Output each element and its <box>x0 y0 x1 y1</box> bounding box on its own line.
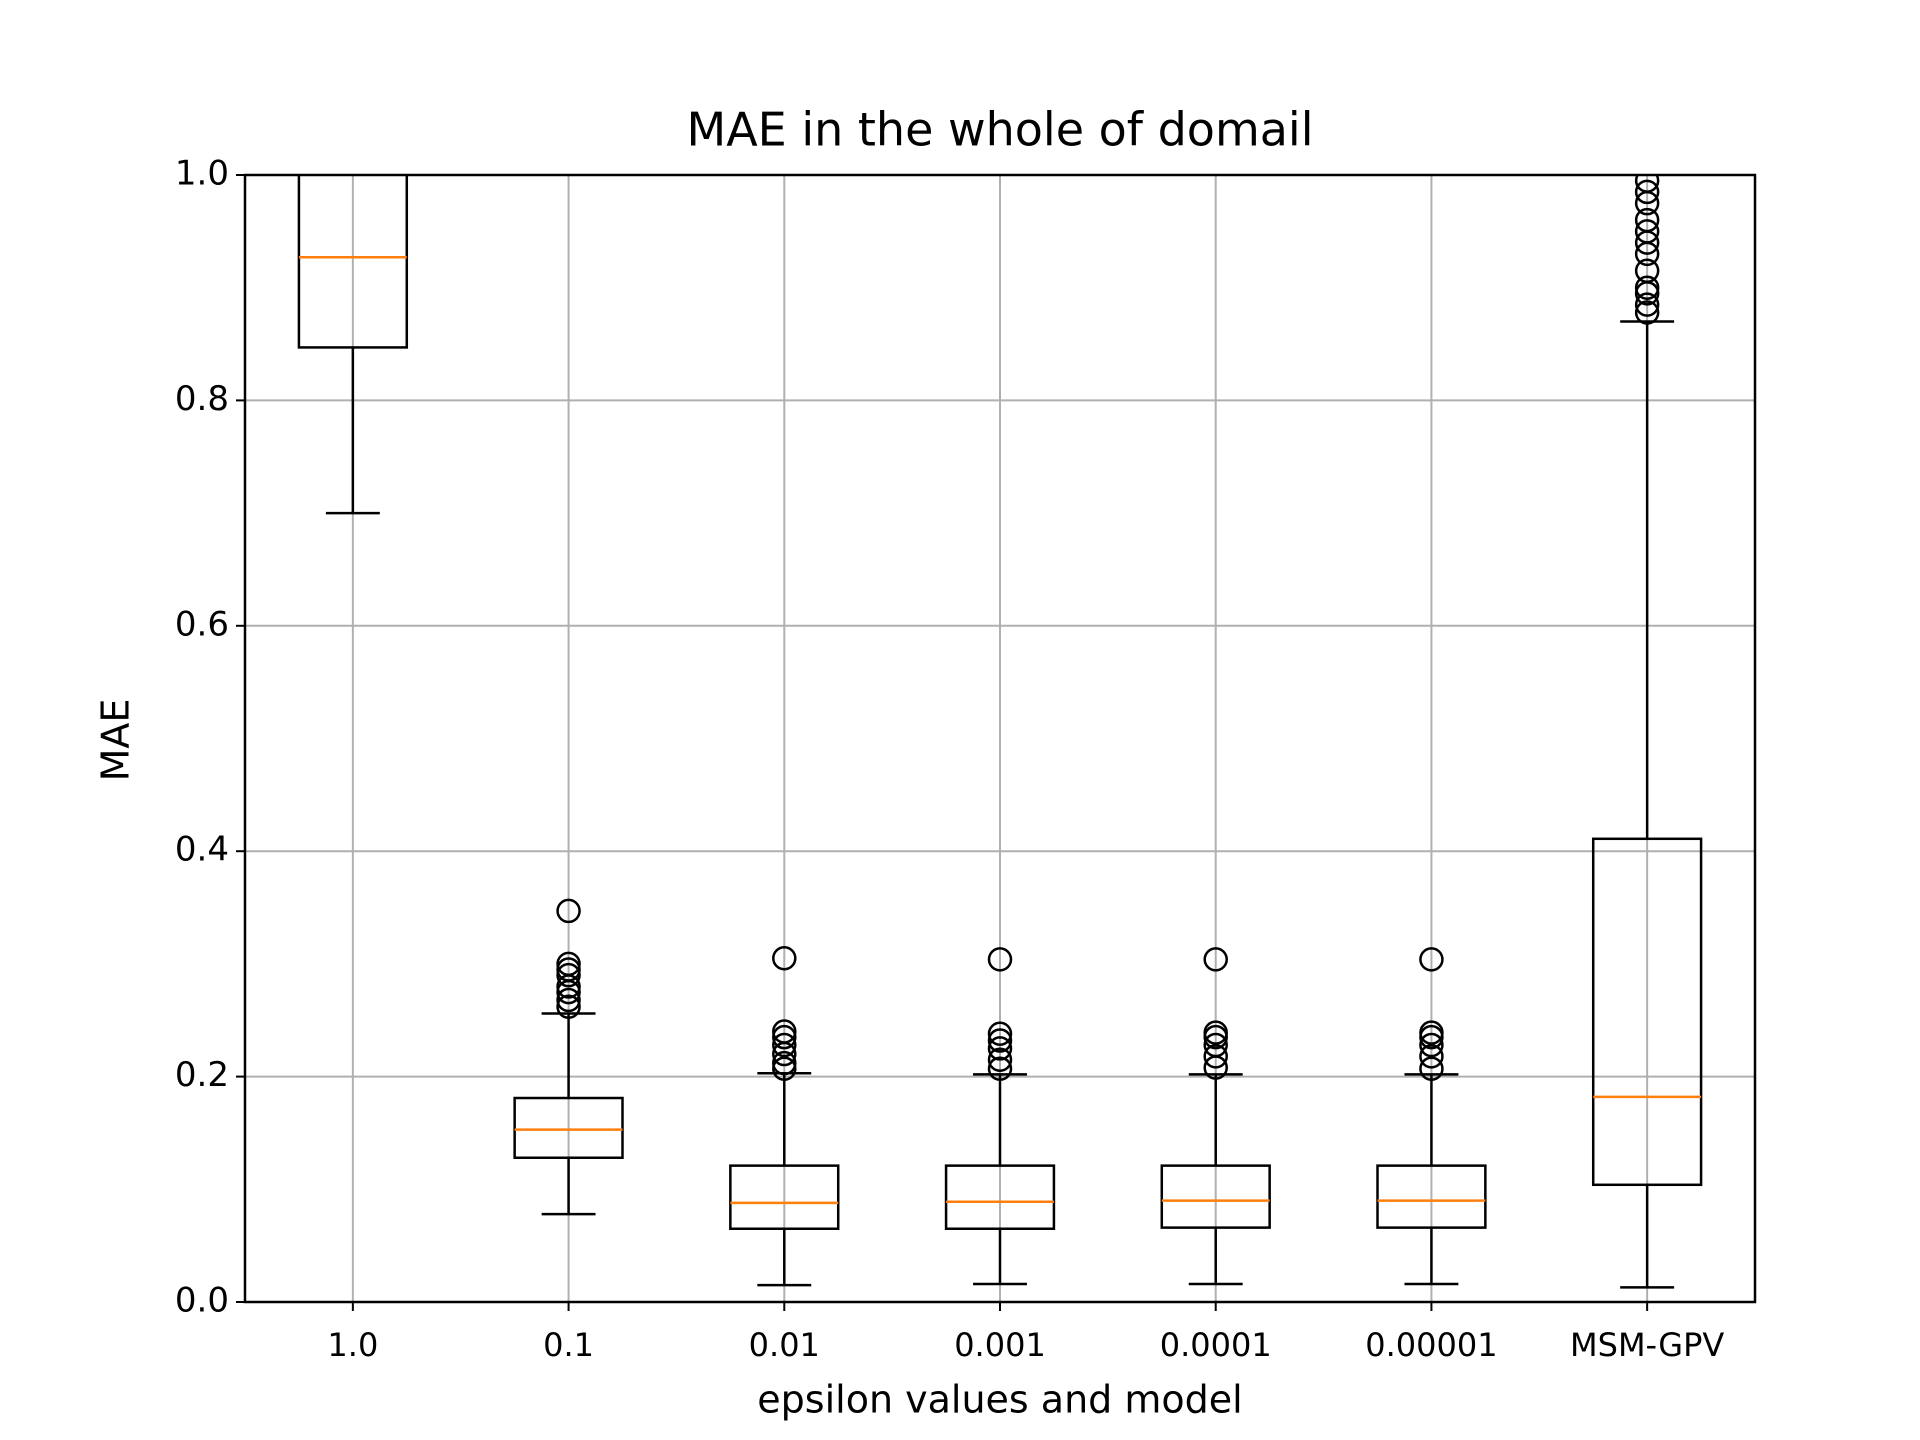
outlier <box>987 1056 1013 1081</box>
outlier <box>987 1021 1013 1047</box>
y-tick-label: 1.0 <box>175 154 229 194</box>
box <box>729 1164 840 1230</box>
outlier <box>1203 1020 1228 1045</box>
outlier <box>772 946 797 971</box>
outlier <box>772 1056 797 1081</box>
x-tick-label: 0.1 <box>543 1326 594 1364</box>
box <box>297 175 409 349</box>
x-tick-label: 0.01 <box>749 1326 820 1364</box>
outlier <box>987 947 1013 972</box>
outlier <box>772 1024 797 1050</box>
outlier <box>1419 1032 1444 1058</box>
outlier <box>1634 207 1660 233</box>
outlier <box>556 951 581 977</box>
outlier <box>987 1036 1013 1061</box>
outlier <box>1634 300 1660 325</box>
outlier <box>987 1047 1013 1072</box>
outlier <box>556 898 581 924</box>
x-axis-label: epsilon values and model <box>757 1378 1242 1422</box>
outlier <box>772 1050 797 1076</box>
x-tick-label: MSM-GPV <box>1570 1326 1724 1364</box>
x-tick-label: 0.0001 <box>1160 1326 1272 1364</box>
outlier <box>1419 1056 1444 1081</box>
plot-area <box>297 175 1703 1289</box>
outlier <box>987 1028 1013 1053</box>
y-tick-label: 0.8 <box>175 379 229 419</box>
y-axis-label: MAE <box>94 699 138 782</box>
chart-title: MAE in the whole of domail <box>687 103 1314 157</box>
outlier <box>1419 1020 1444 1045</box>
y-tick-label: 0.0 <box>175 1281 229 1321</box>
outlier <box>556 994 581 1019</box>
outlier <box>1634 275 1660 300</box>
outlier <box>1634 292 1660 317</box>
outlier <box>556 987 581 1013</box>
outlier <box>1203 1032 1228 1058</box>
ticks: 0.0 0.2 0.4 0.6 0.8 1.0 1.0 0.1 0.01 0.001 0.0001 0… <box>175 154 1724 1365</box>
outlier <box>1419 1044 1444 1069</box>
outlier <box>556 962 581 988</box>
outlier <box>1634 179 1660 205</box>
box <box>1160 1164 1271 1229</box>
x-tick-label: 0.001 <box>954 1326 1046 1364</box>
outlier <box>556 957 581 982</box>
outlier <box>1203 947 1228 972</box>
outlier <box>1634 258 1660 284</box>
x-tick-label: 1.0 <box>327 1326 378 1364</box>
box <box>513 1096 624 1159</box>
outlier <box>1634 175 1660 193</box>
box <box>944 1164 1056 1230</box>
outlier <box>772 1032 797 1058</box>
x-tick-label: 0.00001 <box>1365 1326 1497 1364</box>
y-tick-label: 0.2 <box>175 1055 229 1095</box>
outlier <box>772 1019 797 1044</box>
outlier <box>1419 947 1444 972</box>
y-tick-label: 0.6 <box>175 604 229 644</box>
box <box>1591 837 1703 1187</box>
outlier <box>1634 219 1660 244</box>
y-tick-label: 0.4 <box>175 830 229 870</box>
box <box>1376 1164 1487 1229</box>
outlier <box>1203 1044 1228 1069</box>
